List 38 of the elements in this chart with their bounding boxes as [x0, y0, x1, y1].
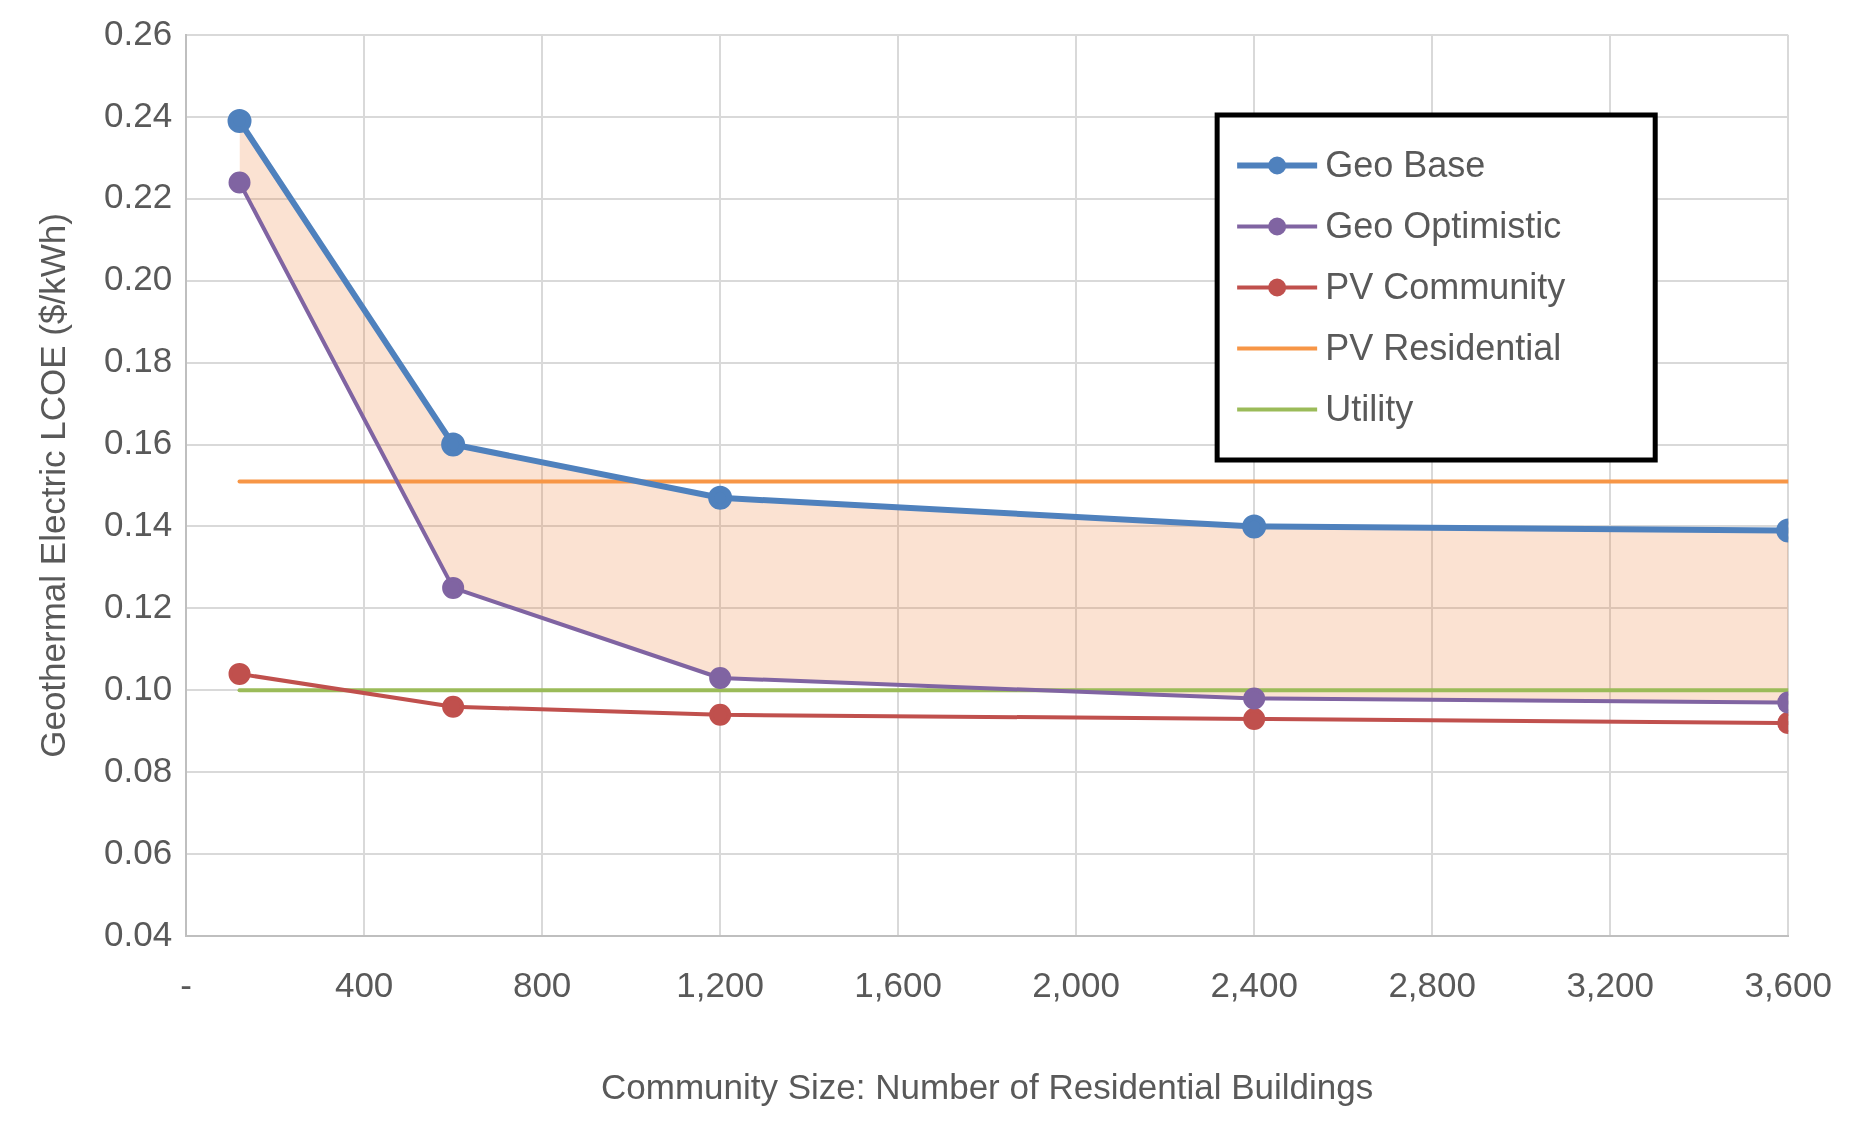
y-tick-label: 0.18	[104, 340, 173, 380]
x-tick-label: 3,200	[1566, 964, 1654, 1004]
x-tick-label: 2,800	[1388, 964, 1476, 1004]
point	[709, 666, 732, 689]
legend-label: PV Residential	[1325, 327, 1562, 369]
y-tick-label: 0.26	[104, 12, 173, 52]
y-tick-label: 0.06	[104, 831, 173, 871]
y-tick-label: 0.16	[104, 422, 173, 462]
x-axis-title: Community Size: Number of Residential Buildings	[601, 1066, 1374, 1106]
point	[442, 576, 465, 599]
x-tick-label: 1,200	[676, 964, 764, 1004]
legend-label: PV Community	[1325, 266, 1566, 308]
point	[442, 695, 465, 718]
point	[708, 485, 733, 510]
x-tick-label: 2,000	[1032, 964, 1120, 1004]
legend-label: Geo Optimistic	[1325, 205, 1562, 247]
y-tick-label: 0.08	[104, 749, 173, 789]
legend-label: Utility	[1325, 388, 1414, 430]
point	[228, 662, 251, 685]
legend-label: Geo Base	[1325, 144, 1486, 186]
y-tick-label: 0.04	[104, 913, 173, 953]
y-tick-label: 0.22	[104, 176, 173, 216]
y-tick-label: 0.12	[104, 586, 173, 626]
x-tick-label: -	[180, 964, 192, 1004]
y-tick-label: 0.14	[104, 504, 173, 544]
x-tick-label: 3,600	[1744, 964, 1832, 1004]
point	[709, 703, 732, 726]
y-tick-label: 0.24	[104, 94, 173, 134]
y-tick-label: 0.20	[104, 258, 173, 298]
point	[228, 171, 251, 194]
x-tick-label: 1,600	[854, 964, 942, 1004]
y-tick-label: 0.10	[104, 667, 173, 707]
x-tick-label: 400	[334, 964, 394, 1004]
point	[441, 432, 466, 457]
y-axis-title: Geothermal Electric LCOE ($/kWh)	[32, 213, 72, 758]
x-tick-label: 2,400	[1210, 964, 1298, 1004]
point	[227, 109, 252, 134]
x-tick-label: 800	[512, 964, 572, 1004]
